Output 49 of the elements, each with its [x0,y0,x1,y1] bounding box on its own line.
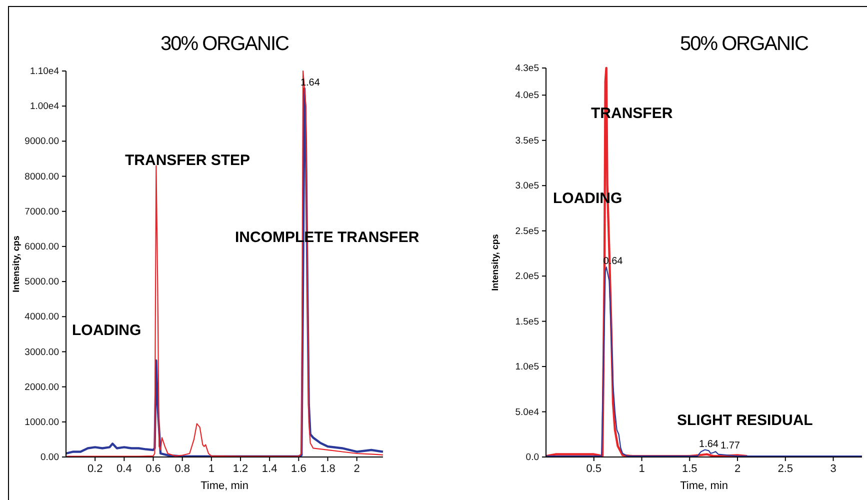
y-tick-label: 4.3e5 [515,63,539,74]
x-tick-label: 1 [638,462,645,475]
x-axis-title: Time, min [680,480,728,492]
chart-title: 30% ORGANIC [160,33,290,55]
x-tick-label: 1.2 [232,462,248,475]
annotation: LOADING [72,322,142,339]
x-tick-label: 1 [208,462,214,475]
y-tick-label: 0.0 [526,452,539,464]
chart-title: 50% ORGANIC [680,33,809,55]
y-tick-label: 4000.00 [24,312,59,323]
x-tick-label: 1.4 [262,462,278,475]
y-tick-label: 1.5e5 [515,316,539,328]
y-tick-label: 0.00 [40,452,59,464]
y-tick-label: 2.5e5 [515,226,539,237]
x-tick-label: 2.5 [778,462,794,475]
y-tick-label: 3.0e5 [515,180,539,192]
x-tick-label: 0.6 [146,462,161,475]
y-tick-label: 6000.00 [24,241,59,252]
x-tick-label: 3 [830,462,836,475]
y-tick-label: 2.0e5 [515,271,539,282]
y-tick-label: 7000.00 [24,206,59,218]
y-tick-label: 3000.00 [24,346,59,358]
annotation: TRANSFER STEP [125,152,250,169]
x-tick-label: 0.4 [116,462,132,475]
y-axis-title: Intensity, cps [490,234,500,291]
y-tick-label: 1.10e4 [30,66,59,78]
x-tick-label: 1.8 [320,462,336,475]
y-tick-label: 5.0e4 [515,406,539,418]
y-tick-label: 2000.00 [24,382,59,393]
y-tick-label: 3.5e5 [515,135,539,146]
y-tick-label: 9000.00 [24,136,59,148]
x-tick-label: 2 [354,462,360,475]
x-axis-title: Time, min [200,480,248,492]
x-tick-label: 0.2 [87,462,103,475]
y-axis-title: Intensity, cps [11,236,21,292]
x-tick-label: 2 [734,462,741,475]
y-tick-label: 8000.00 [24,171,59,182]
x-tick-label: 1.6 [291,462,306,475]
y-tick-label: 1.00e4 [30,101,59,112]
y-tick-label: 5000.00 [24,276,59,288]
annotation: SLIGHT RESIDUAL [677,412,813,429]
y-tick-label: 1000.00 [24,416,59,428]
y-tick-label: 1.0e5 [515,362,539,373]
y-tick-label: 4.0e5 [515,90,539,102]
annotation: 1.64 [699,438,719,450]
annotation: 1.77 [720,440,740,452]
x-tick-label: 1.5 [682,462,698,475]
x-tick-label: 0.5 [586,462,602,475]
x-tick-label: 0.8 [174,462,190,475]
